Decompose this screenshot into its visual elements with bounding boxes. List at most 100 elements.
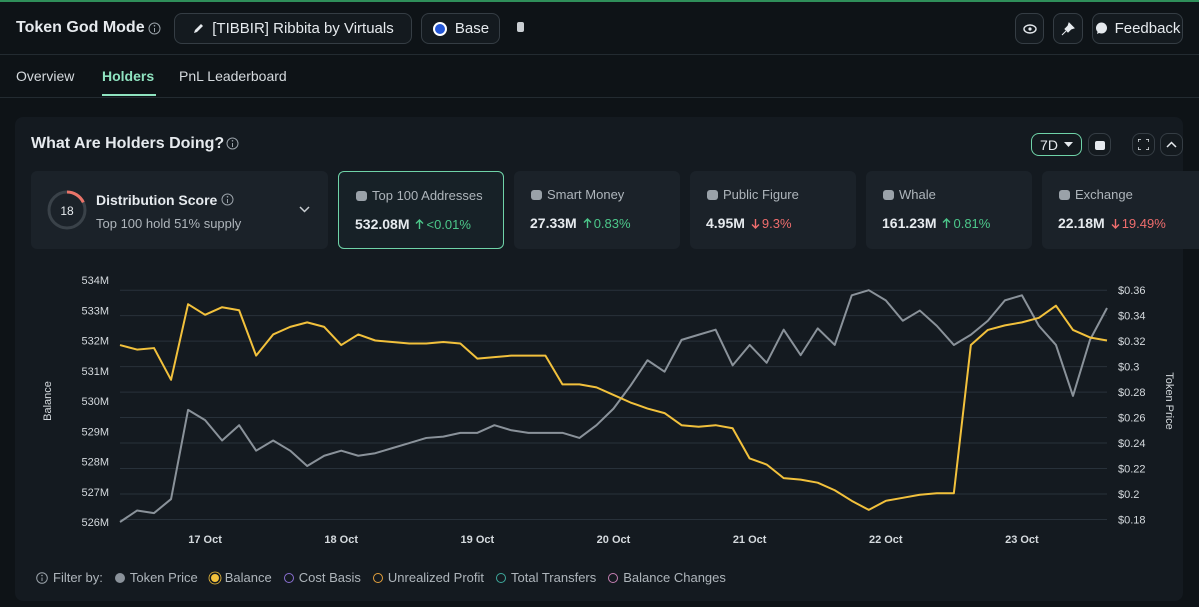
change-value: 19.49% xyxy=(1121,215,1166,231)
arrow xyxy=(942,217,951,228)
legend-label: Total Transfers xyxy=(511,570,597,585)
chain-button[interactable]: Base xyxy=(421,13,500,44)
metric-icon xyxy=(883,190,894,200)
trend-arrow xyxy=(751,218,760,229)
info-icon xyxy=(226,137,239,150)
metric-icon xyxy=(707,190,718,200)
filter-item[interactable]: Balance Changes xyxy=(608,570,726,585)
score-value: 18 xyxy=(60,204,74,218)
metric-label: Smart Money xyxy=(547,187,625,202)
chevron-up xyxy=(1166,141,1177,148)
tab[interactable]: Overview xyxy=(16,68,75,84)
y-axis-title: Balance xyxy=(42,381,54,421)
trend-arrow xyxy=(583,217,592,228)
pin-button[interactable] xyxy=(1053,13,1083,44)
y2-tick-label: $0.36 xyxy=(1118,285,1146,297)
arrow xyxy=(415,218,424,229)
metric-label: Top 100 Addresses xyxy=(372,188,483,203)
score-gauge xyxy=(47,190,87,230)
tab-active[interactable]: Holders xyxy=(102,68,155,84)
range-select[interactable]: 7D xyxy=(1031,133,1082,156)
legend-dot xyxy=(114,572,125,583)
header: Token God Mode [TIBBIR] Ribbita by Virtu… xyxy=(0,2,1199,55)
calendar-icon xyxy=(1094,140,1105,150)
score-card[interactable]: 18 Distribution Score Top 100 hold 51% s… xyxy=(31,171,328,249)
y-tick-label: 534M xyxy=(81,275,109,287)
x-tick-label: 21 Oct xyxy=(733,534,767,546)
y-tick-label: 531M xyxy=(81,366,109,378)
filter-item[interactable]: Unrealized Profit xyxy=(372,570,484,585)
x-tick-label: 23 Oct xyxy=(1005,534,1039,546)
token-button[interactable]: [TIBBIR] Ribbita by Virtuals xyxy=(174,13,412,44)
info-icon xyxy=(148,22,161,35)
copy-icon[interactable] xyxy=(514,21,526,35)
trend-arrow xyxy=(942,217,951,228)
metric-card[interactable]: Top 100 Addresses 532.08M <0.01% xyxy=(338,171,504,249)
metric-change: 0.81% xyxy=(942,215,990,231)
series-line xyxy=(119,303,1108,511)
y2-tick-label: $0.22 xyxy=(1118,464,1146,476)
legend-dot xyxy=(372,572,383,583)
x-tick-label: 20 Oct xyxy=(597,534,631,546)
legend-label: Unrealized Profit xyxy=(387,570,484,585)
tab[interactable]: PnL Leaderboard xyxy=(179,68,287,84)
filter-item[interactable]: Token Price xyxy=(114,570,198,585)
expand-button[interactable] xyxy=(1132,133,1155,156)
gauge-fill xyxy=(47,190,87,230)
tab-underline xyxy=(102,94,156,96)
filter-bar: Filter by: Token Price Balance Cost Basis U… xyxy=(36,570,726,585)
token-name: [TIBBIR] Ribbita by Virtuals xyxy=(212,20,394,37)
top-accent xyxy=(0,0,1199,2)
filter-item[interactable]: Cost Basis xyxy=(283,570,361,585)
y-tick-label: 527M xyxy=(81,487,109,499)
metric-change: <0.01% xyxy=(415,216,471,232)
metric-change: 9.3% xyxy=(751,215,792,231)
metric-card[interactable]: Public Figure 4.95M 9.3% xyxy=(690,171,856,249)
pencil-icon xyxy=(194,24,204,33)
y2-tick-label: $0.3 xyxy=(1118,362,1139,374)
pin-icon xyxy=(1061,21,1075,35)
feedback-button[interactable]: Feedback xyxy=(1092,13,1183,44)
metric-row: 22.18M 19.49% xyxy=(1058,215,1166,231)
y2-tick-label: $0.18 xyxy=(1118,514,1146,526)
legend-label: Cost Basis xyxy=(298,570,361,585)
y-tick-label: 533M xyxy=(81,305,109,317)
chain-name: Base xyxy=(454,20,490,37)
watch-button[interactable] xyxy=(1015,13,1044,44)
caret xyxy=(1063,141,1073,147)
feedback-label: Feedback xyxy=(1114,20,1181,37)
y2-tick-label: $0.34 xyxy=(1118,311,1146,323)
y2-tick-label: $0.28 xyxy=(1118,387,1146,399)
metric-value: 27.33M xyxy=(530,215,577,231)
metric-value: 161.23M xyxy=(882,215,937,231)
score-title: Distribution Score xyxy=(96,192,218,208)
x-tick-label: 22 Oct xyxy=(869,534,903,546)
x-tick-label: 18 Oct xyxy=(324,534,358,546)
filter-item[interactable]: Total Transfers xyxy=(496,570,596,585)
series-line xyxy=(119,289,1108,523)
tab-bar: Overview Holders PnL Leaderboard xyxy=(0,56,1199,98)
arrow xyxy=(751,218,760,229)
metric-icon xyxy=(1059,190,1070,200)
metric-change: 19.49% xyxy=(1111,215,1166,231)
metric-change: 0.83% xyxy=(583,215,631,231)
filter-item[interactable]: Balance xyxy=(210,570,272,585)
range-value: 7D xyxy=(1040,136,1058,153)
y2-axis-title: Token Price xyxy=(1163,372,1175,429)
metric-icon xyxy=(531,190,542,200)
metric-row: 532.08M <0.01% xyxy=(355,216,471,232)
panel: What Are Holders Doing? 7D 18 Distributi… xyxy=(15,117,1199,601)
calendar-button[interactable] xyxy=(1088,133,1111,156)
metric-card[interactable]: Smart Money 27.33M 0.83% xyxy=(514,171,680,249)
metric-card[interactable]: Whale 161.23M 0.81% xyxy=(866,171,1032,249)
collapse-button[interactable] xyxy=(1160,133,1183,156)
metric-row: 4.95M 9.3% xyxy=(706,215,792,231)
y-tick-label: 530M xyxy=(81,396,109,408)
y2-tick-label: $0.2 xyxy=(1118,489,1139,501)
metric-label: Whale xyxy=(899,187,936,202)
metric-value: 4.95M xyxy=(706,215,745,231)
metric-card[interactable]: Exchange 22.18M 19.49% xyxy=(1042,171,1199,249)
change-value: <0.01% xyxy=(426,216,471,232)
